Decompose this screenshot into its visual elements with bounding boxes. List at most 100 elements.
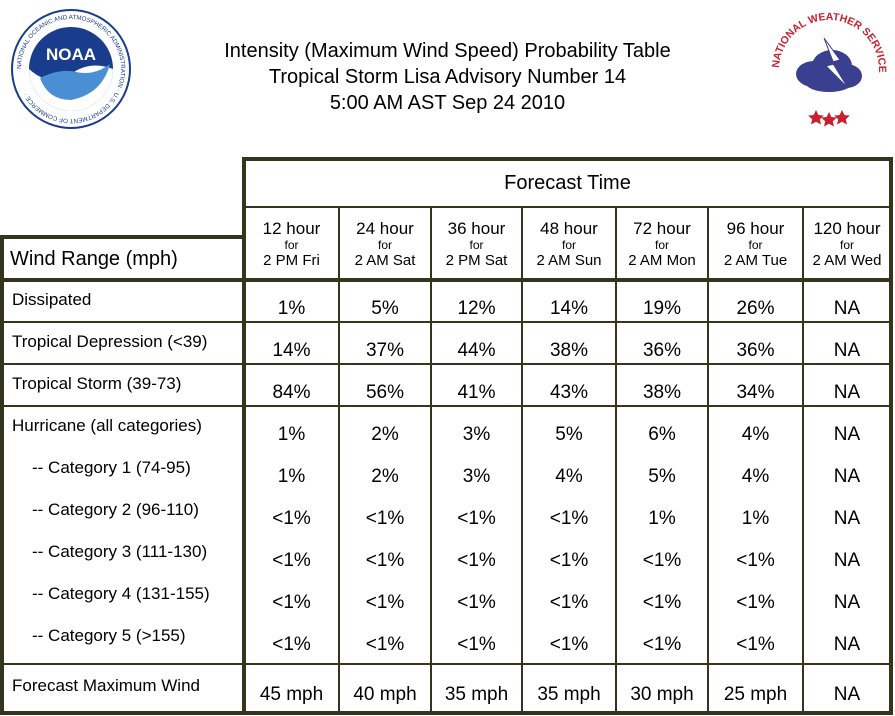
table-cell: <1% [365,508,405,529]
table-cell: 1% [277,424,306,445]
grid-line [0,321,891,323]
table-cell: 4% [555,466,583,487]
max-wind-cell: NA [833,684,861,705]
title-line-3: 5:00 AM AST Sep 24 2010 [329,92,566,114]
nws-logo: NATIONAL WEATHER SERVICE [770,8,888,130]
grid-line [707,206,709,715]
svg-text:NOAA: NOAA [46,45,96,64]
table-cell: NA [833,382,861,403]
table-cell: <1% [736,550,775,571]
grid-line [889,157,893,715]
table-cell: 41% [457,382,496,403]
grid-line [0,363,891,365]
max-wind-cell: 45 mph [259,684,324,705]
grid-line [242,157,246,715]
page-title: Intensity (Maximum Wind Speed) Probabili… [140,38,755,116]
grid-line [521,206,523,715]
column-for: for [284,238,299,252]
max-wind-cell: 25 mph [723,684,788,705]
column-for: for [748,238,763,252]
table-cell: 43% [549,382,589,403]
column-for: for [654,238,669,252]
column-time: 2 AM Sun [536,252,602,269]
column-header: 36 hour for 2 PM Sat [431,212,522,276]
forecast-time-header: Forecast Time [504,172,631,194]
table-cell: <1% [549,508,589,529]
column-header: 72 hour for 2 AM Mon [616,212,708,276]
row-label: -- Category 2 (96-110) [32,500,199,519]
grid-line [0,278,891,282]
table-cell: <1% [457,592,496,613]
row-label: Hurricane (all categories) [12,416,202,435]
table-cell: 3% [462,466,491,487]
table-cell: 14% [549,298,589,319]
grid-line [0,405,891,407]
table-cell: 56% [365,382,405,403]
table-cell: <1% [549,550,589,571]
column-header: 24 hour for 2 AM Sat [339,212,431,276]
column-hour: 12 hour [262,219,321,238]
grid-line [0,235,244,239]
table-cell: 5% [371,298,399,319]
row-label: -- Category 3 (111-130) [32,542,208,561]
table-cell: 1% [648,508,676,529]
column-header: 96 hour for 2 AM Tue [708,212,803,276]
table-cell: 84% [272,382,311,403]
table-cell: <1% [272,550,311,571]
column-hour: 96 hour [726,219,785,238]
table-cell: <1% [272,634,311,655]
table-cell: NA [833,550,861,571]
max-wind-cell: 40 mph [353,684,417,705]
table-cell: 4% [741,424,770,445]
table-cell: 38% [642,382,682,403]
column-time: 2 PM Sat [445,252,508,269]
column-hour: 120 hour [813,219,881,238]
table-cell: 38% [549,340,589,361]
table-cell: <1% [272,508,311,529]
table-cell: 2% [371,424,399,445]
column-time: 2 AM Mon [628,252,696,269]
table-cell: <1% [642,550,682,571]
table-cell: <1% [272,592,311,613]
column-for: for [561,238,576,252]
table-cell: <1% [736,634,775,655]
column-hour: 36 hour [447,219,506,238]
table-cell: 6% [648,424,676,445]
table-cell: 5% [555,424,583,445]
title-line-2: Tropical Storm Lisa Advisory Number 14 [268,66,627,88]
max-wind-label: Forecast Maximum Wind [12,676,200,695]
column-header: 12 hour for 2 PM Fri [244,212,339,276]
column-hour: 24 hour [356,219,414,238]
row-label: Dissipated [12,290,92,309]
table-cell: NA [833,298,861,319]
table-cell: 1% [277,298,306,319]
title-line-1: Intensity (Maximum Wind Speed) Probabili… [224,40,671,62]
grid-line [0,711,891,715]
table-cell: <1% [457,634,496,655]
column-hour: 48 hour [540,219,598,238]
table-cell: <1% [549,634,589,655]
table-cell: 26% [736,298,775,319]
table-cell: NA [833,634,861,655]
table-cell: 34% [736,382,775,403]
grid-line [802,206,804,715]
table-cell: <1% [549,592,589,613]
row-label: -- Category 1 (74-95) [32,458,191,477]
column-for: for [469,238,484,252]
column-for: for [839,238,854,252]
row-label: -- Category 4 (131-155) [32,584,210,603]
grid-line [338,206,340,715]
table-cell: <1% [365,634,405,655]
column-hour: 72 hour [633,219,691,238]
table-cell: 37% [365,340,405,361]
column-for: for [377,238,392,252]
row-label: Tropical Storm (39-73) [12,374,182,393]
row-label: Tropical Depression (<39) [12,332,208,351]
column-time: 2 AM Sat [354,252,416,269]
table-cell: 36% [642,340,682,361]
table-cell: 2% [371,466,399,487]
table-cell: 44% [457,340,496,361]
wind-range-header: Wind Range (mph) [10,248,178,270]
grid-line [242,157,893,161]
table-cell: NA [833,340,861,361]
